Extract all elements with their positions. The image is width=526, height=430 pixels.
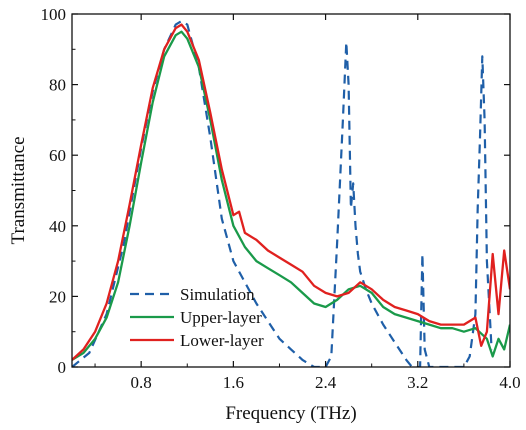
x-axis-title: Frequency (THz): [225, 403, 356, 424]
series-line-upper-layer: [72, 30, 510, 361]
y-tick-label: 40: [49, 217, 66, 236]
series-line-simulation: [72, 20, 493, 367]
plot-frame: [71, 13, 511, 368]
x-tick-label: 0.8: [131, 373, 152, 392]
y-tick-label: 100: [41, 5, 67, 24]
legend-label: Upper-layer: [180, 308, 262, 327]
legend-label: Simulation: [180, 285, 255, 304]
y-tick-label: 80: [49, 76, 66, 95]
x-tick-label: 1.6: [223, 373, 244, 392]
x-tick-label: 3.2: [407, 373, 428, 392]
legend-label: Lower-layer: [180, 331, 264, 350]
y-axis-title: Transmittance: [8, 136, 29, 244]
x-tick-label: 2.4: [315, 373, 337, 392]
y-tick-label: 20: [49, 287, 66, 306]
y-tick-label: 0: [58, 358, 67, 377]
series-line-lower-layer: [72, 23, 510, 361]
y-tick-label: 60: [49, 146, 66, 165]
x-tick-label: 4.0: [499, 373, 520, 392]
